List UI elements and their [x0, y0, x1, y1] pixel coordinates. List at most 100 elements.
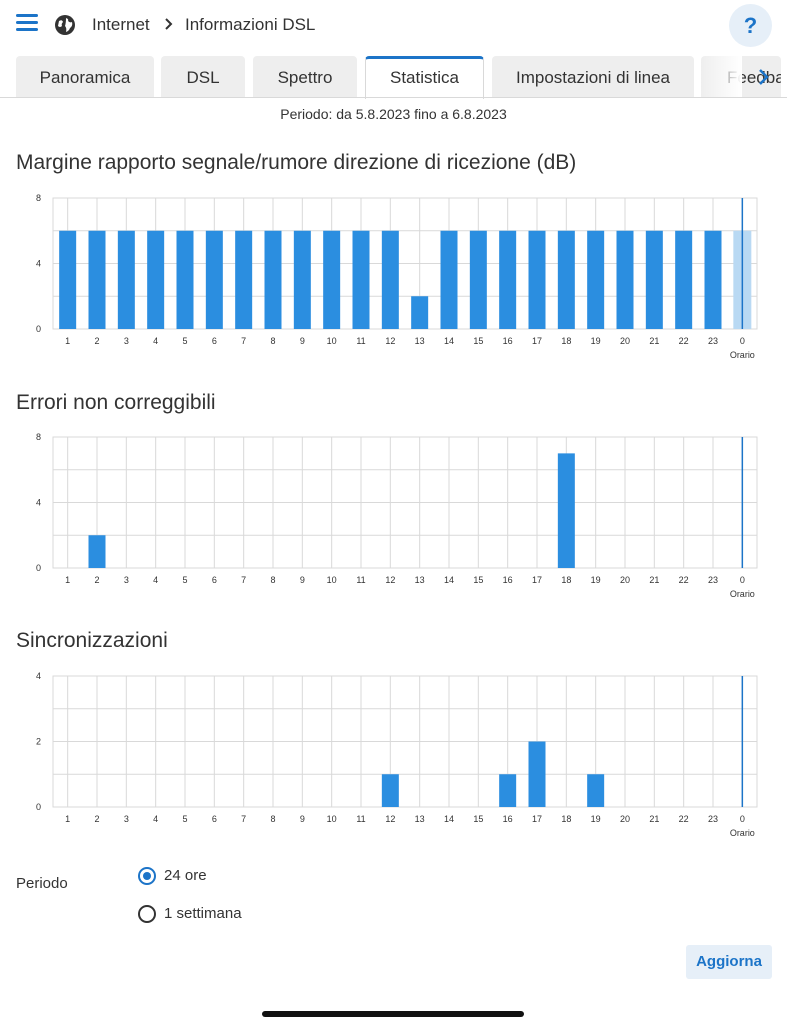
help-button[interactable]: ?	[729, 4, 772, 47]
page-title: Informazioni DSL	[185, 15, 316, 34]
x-tick-label: 10	[327, 336, 337, 346]
x-tick-label: 16	[503, 575, 513, 585]
tab-bar: Panoramica DSL Spettro Statistica Impost…	[0, 56, 787, 100]
radio-label-24-ore[interactable]: 24 ore	[164, 867, 207, 884]
bar	[557, 453, 575, 568]
x-tick-label: 0	[740, 575, 745, 585]
bar	[528, 230, 546, 329]
x-tick-label: 5	[182, 575, 187, 585]
x-tick-label: 10	[327, 575, 337, 585]
x-tick-label: 9	[300, 336, 305, 346]
bar	[557, 230, 575, 329]
x-tick-label: 11	[356, 336, 365, 346]
x-tick-label: 13	[415, 336, 425, 346]
plot-frame	[52, 675, 758, 808]
bar	[587, 230, 605, 329]
radio-24-ore[interactable]	[138, 867, 156, 885]
tab-panoramica[interactable]: Panoramica	[16, 56, 154, 98]
plot-frame	[52, 197, 758, 330]
x-tick-label: 12	[385, 575, 395, 585]
x-tick-label: 22	[679, 336, 689, 346]
bar	[440, 230, 458, 329]
bar	[499, 230, 517, 329]
x-tick-label: 4	[153, 336, 158, 346]
x-tick-label: 21	[649, 336, 659, 346]
x-tick-label: 11	[356, 814, 365, 824]
x-tick-label: 11	[356, 575, 365, 585]
chart-title-sync: Sincronizzazioni	[16, 629, 168, 652]
x-axis-label: Orario	[730, 589, 755, 599]
bar	[499, 774, 517, 807]
x-tick-label: 7	[241, 336, 246, 346]
y-tick-label: 0	[36, 563, 41, 573]
x-tick-label: 21	[649, 814, 659, 824]
x-tick-label: 9	[300, 814, 305, 824]
x-tick-label: 23	[708, 814, 718, 824]
y-tick-label: 4	[36, 259, 41, 269]
y-tick-label: 2	[36, 737, 41, 747]
x-tick-label: 23	[708, 336, 718, 346]
x-tick-label: 3	[124, 336, 129, 346]
chart-title-snr: Margine rapporto segnale/rumore direzion…	[16, 151, 577, 174]
x-tick-label: 4	[153, 575, 158, 585]
x-tick-label: 1	[65, 575, 70, 585]
x-tick-label: 21	[649, 575, 659, 585]
period-label: Periodo	[16, 875, 68, 892]
x-tick-label: 3	[124, 814, 129, 824]
bar	[675, 230, 693, 329]
x-tick-label: 14	[444, 336, 454, 346]
x-tick-label: 2	[94, 814, 99, 824]
x-tick-label: 7	[241, 814, 246, 824]
x-tick-label: 3	[124, 575, 129, 585]
x-tick-label: 18	[561, 814, 571, 824]
x-tick-label: 19	[591, 814, 601, 824]
tab-divider	[0, 97, 787, 98]
x-tick-label: 8	[270, 336, 275, 346]
x-tick-label: 13	[415, 814, 425, 824]
bar	[616, 230, 634, 329]
bar	[293, 230, 311, 329]
y-tick-label: 0	[36, 324, 41, 334]
period-range-text: Periodo: da 5.8.2023 fino a 6.8.2023	[280, 106, 507, 122]
bar	[176, 230, 194, 329]
x-tick-label: 6	[212, 336, 217, 346]
breadcrumb-internet[interactable]: Internet	[92, 15, 150, 34]
x-tick-label: 15	[473, 814, 483, 824]
chart-title-errors: Errori non correggibili	[16, 391, 216, 414]
x-tick-label: 14	[444, 814, 454, 824]
tab-impostazioni-di-linea[interactable]: Impostazioni di linea	[492, 56, 694, 98]
radio-label-1-settimana[interactable]: 1 settimana	[164, 905, 242, 922]
tab-fade	[700, 56, 742, 98]
x-tick-label: 20	[620, 336, 630, 346]
home-indicator	[262, 1011, 524, 1017]
y-tick-label: 8	[36, 432, 41, 442]
x-tick-label: 10	[327, 814, 337, 824]
tab-statistica[interactable]: Statistica	[365, 56, 484, 99]
tab-dsl[interactable]: DSL	[161, 56, 245, 98]
bar	[381, 774, 399, 807]
bar	[411, 296, 429, 329]
x-tick-label: 18	[561, 336, 571, 346]
bar	[147, 230, 165, 329]
bar	[88, 230, 106, 329]
bar	[352, 230, 370, 329]
x-tick-label: 7	[241, 575, 246, 585]
x-tick-label: 9	[300, 575, 305, 585]
x-tick-label: 15	[473, 575, 483, 585]
hamburger-menu-icon[interactable]	[16, 14, 38, 32]
tab-spettro[interactable]: Spettro	[253, 56, 357, 98]
radio-1-settimana[interactable]	[138, 905, 156, 923]
y-tick-label: 8	[36, 193, 41, 203]
x-axis-label: Orario	[730, 828, 755, 838]
x-tick-label: 0	[740, 814, 745, 824]
x-tick-label: 1	[65, 814, 70, 824]
globe-icon	[55, 15, 75, 35]
x-tick-label: 14	[444, 575, 454, 585]
x-tick-label: 6	[212, 575, 217, 585]
refresh-button[interactable]: Aggiorna	[686, 945, 772, 979]
bar	[117, 230, 135, 329]
x-tick-label: 16	[503, 814, 513, 824]
chevron-right-scroll-icon[interactable]	[752, 66, 774, 88]
